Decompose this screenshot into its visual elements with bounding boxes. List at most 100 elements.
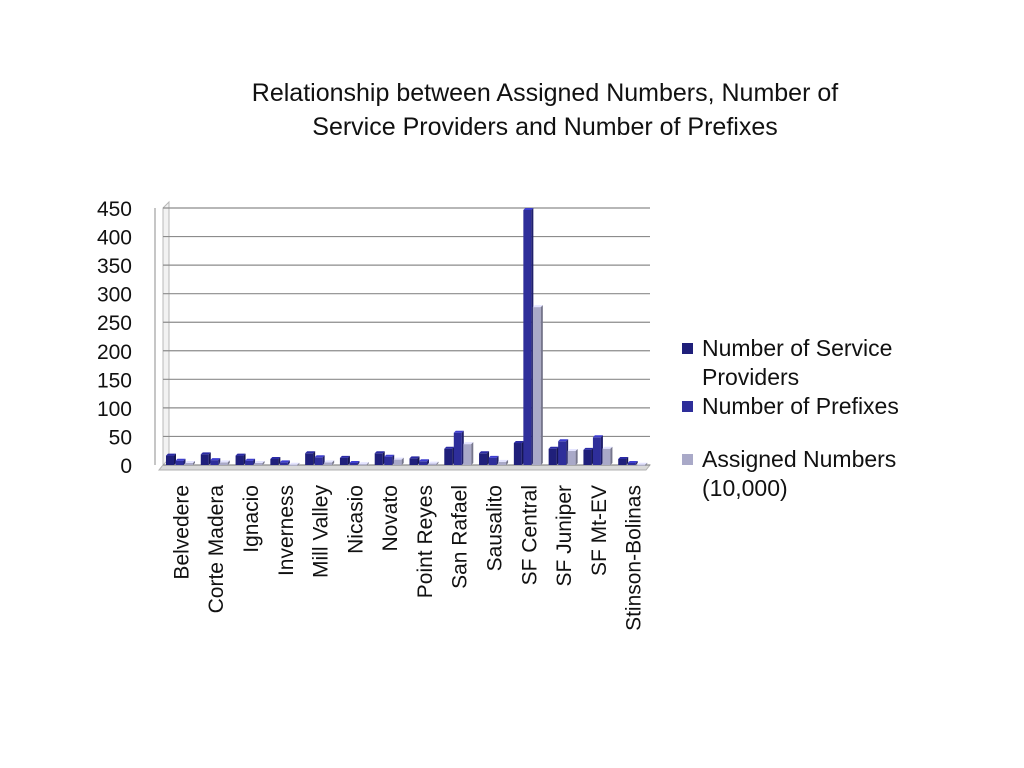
side-wall — [162, 200, 170, 467]
chart-title-line-1: Relationship between Assigned Numbers, N… — [251, 79, 839, 107]
bar — [498, 461, 507, 465]
bar-side — [575, 449, 578, 465]
bar-top — [602, 446, 613, 449]
bar-top — [479, 451, 490, 454]
bar — [548, 448, 557, 465]
bar — [428, 463, 437, 465]
bar — [175, 460, 184, 465]
bar — [245, 460, 254, 465]
bar-side — [645, 462, 648, 466]
y-tick-label: 400 — [97, 227, 132, 250]
x-tick-label: Inverness — [275, 485, 298, 576]
x-tick-label: Point Reyes — [414, 485, 437, 598]
bar-top — [513, 441, 524, 444]
legend-item-assigned-numbers: Assigned Numbers (10,000) — [682, 445, 982, 503]
bar — [314, 457, 323, 465]
bar — [200, 454, 209, 465]
y-tick-label: 150 — [97, 369, 132, 392]
bar-side — [227, 460, 230, 465]
bar-side — [506, 459, 509, 465]
bar-top — [548, 446, 559, 449]
bar — [513, 443, 522, 465]
bar-side — [287, 460, 290, 465]
bar-top — [289, 462, 300, 465]
legend-swatch-service-providers — [682, 343, 693, 354]
x-tick-label: SF Juniper — [553, 485, 576, 587]
x-tick-label: SF Mt-EV — [588, 485, 611, 576]
bar-top — [583, 447, 594, 450]
bar-side — [401, 457, 404, 465]
bar-top — [305, 451, 316, 454]
bar-top — [254, 461, 265, 464]
bar-top — [219, 460, 230, 463]
bar-top — [245, 458, 256, 461]
bar-top — [637, 462, 648, 465]
bar — [235, 455, 244, 465]
bar-top — [498, 459, 509, 462]
x-tick-label: Belvedere — [170, 485, 193, 580]
bar-top — [279, 460, 290, 463]
legend: Number of Service Providers Number of Pr… — [682, 334, 982, 503]
legend-label-line: Assigned Numbers — [702, 446, 897, 472]
bar — [324, 462, 333, 465]
bar-top — [374, 451, 385, 454]
bar-top — [444, 446, 455, 449]
bar — [523, 210, 532, 465]
bar-top — [324, 460, 335, 463]
bar — [270, 459, 279, 465]
bar-top — [358, 462, 369, 465]
bar-top — [175, 458, 186, 461]
legend-item-prefixes: Number of Prefixes — [682, 392, 982, 421]
bar-side — [366, 462, 369, 466]
bar — [219, 462, 228, 465]
bar — [305, 453, 314, 465]
bar — [409, 458, 418, 465]
bar-top — [339, 455, 350, 458]
bar-side — [635, 461, 638, 465]
bar-side — [436, 461, 439, 465]
bar — [185, 463, 193, 465]
legend-swatch-prefixes — [682, 401, 693, 412]
bar-top — [592, 435, 603, 438]
x-tick-label: Corte Madera — [205, 485, 228, 614]
bar-side — [357, 461, 360, 465]
bar — [583, 449, 592, 465]
bar — [532, 307, 541, 465]
x-tick-label: Mill Valley — [310, 485, 333, 578]
bar — [210, 460, 219, 465]
y-tick-label: 250 — [97, 312, 132, 335]
bar-top — [463, 442, 474, 445]
chart-title-line-2: Service Providers and Number of Prefixes — [312, 113, 778, 141]
bar-top — [488, 455, 499, 458]
x-tick-label: Novato — [379, 485, 402, 552]
bar — [444, 448, 453, 465]
bar — [166, 455, 174, 465]
bar — [393, 459, 402, 465]
legend-label-line: Number of Prefixes — [702, 393, 899, 419]
bar-side — [540, 305, 543, 465]
bar — [349, 463, 358, 465]
x-tick-label: San Rafael — [449, 485, 472, 589]
bar-top — [235, 453, 246, 456]
bar — [627, 463, 636, 465]
bar-top — [210, 458, 221, 461]
bar-top — [567, 449, 578, 452]
bar-top — [618, 457, 629, 460]
bar — [463, 444, 472, 465]
bar-side — [332, 460, 335, 465]
bar-top — [409, 456, 420, 459]
legend-label-line: (10,000) — [702, 475, 788, 501]
bar — [479, 453, 488, 465]
y-tick-label: 200 — [97, 341, 132, 364]
x-tick-label: Sausalito — [483, 485, 506, 571]
bar-top — [428, 461, 439, 464]
bar — [602, 448, 611, 465]
chart-title: Relationship between Assigned Numbers, N… — [170, 76, 920, 144]
bar-side — [471, 442, 474, 465]
bar-top — [349, 461, 360, 464]
bar-top — [200, 452, 211, 455]
bar — [289, 464, 298, 466]
x-tick-label: Nicasio — [344, 485, 367, 554]
bar-top — [532, 305, 543, 308]
